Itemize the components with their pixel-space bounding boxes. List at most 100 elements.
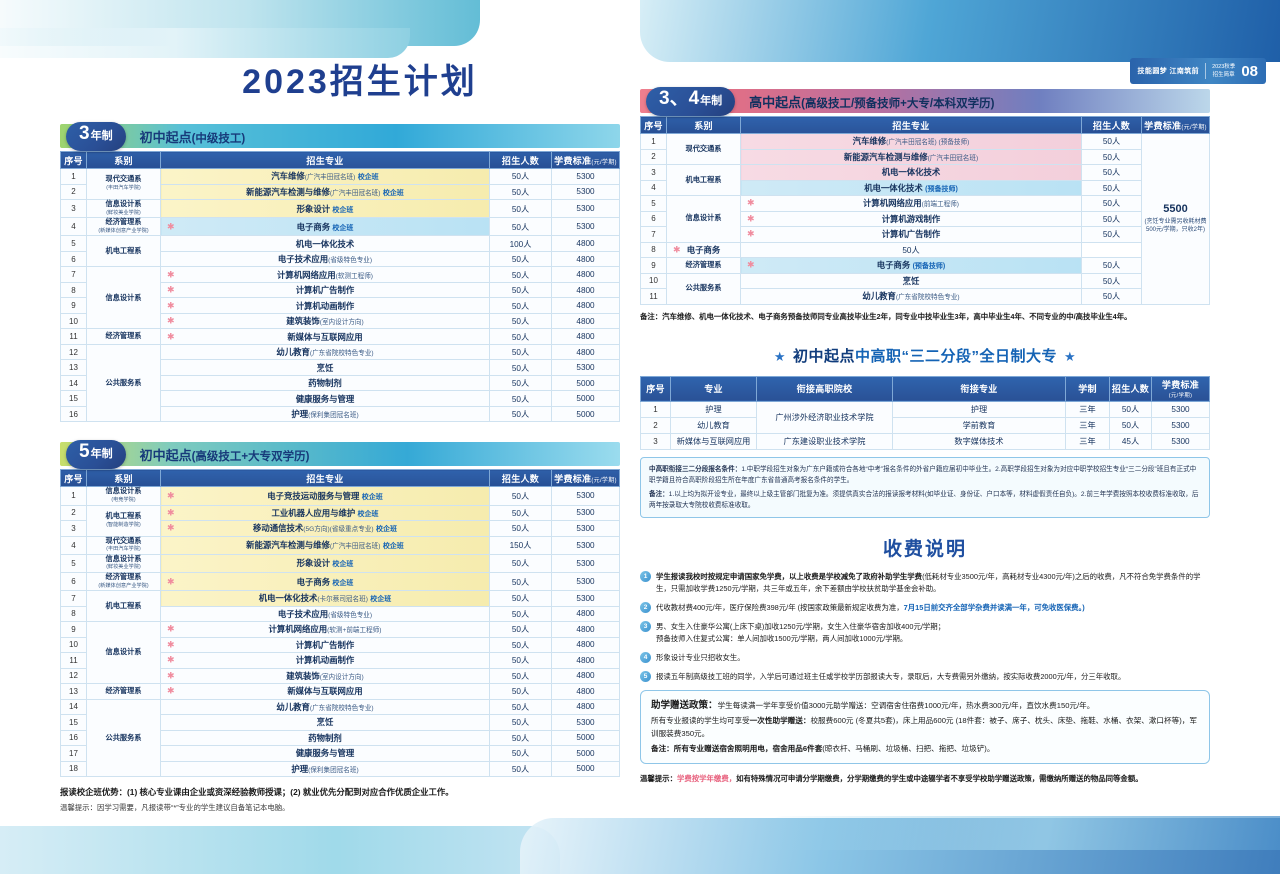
major-name: 幼儿教育 [276,701,310,712]
table-row: 18 护理(保利集团冠名班) 50人 5000 [60,760,620,778]
table-row: 6 经济管理系 (新媒体创意产业学院) ✱ 电子商务 校企班 50人 5300 [60,571,620,592]
table-row: 10 公共服务系 烹饪 50人 [640,272,1210,305]
cell-seq: 3 [60,198,87,219]
footnote-tip: 温馨提示：因学习需要，凡报读带“*”专业的学生建议自备笔记本电脑。 [60,803,290,813]
cell-major: ✱ 电子竞技运动服务与管理 校企班 [160,486,490,506]
table-row: 3 机电工程系 机电一体化技术 50人 [640,164,1210,196]
cell-enrollment: 50人 [489,183,552,200]
table-row: 1 护理 广州涉外经济职业技术学院 护理 三年 50人 5300 [640,400,1210,434]
grant-line-3: 备注：所有专业赠送宿舍照明用电，宿舍用品6件套(晾衣杆、马桶刷、垃圾桶、扫把、拖… [651,742,1199,755]
th-college: 衔接高职院校 [756,375,893,402]
table-row: 4 经济管理系 (新媒体创意产业学院) ✱ 电子商务 校企班 50人 5300 [60,217,620,237]
pill-number: 3、4 [659,87,700,109]
star-marker-icon: ✱ [747,197,755,208]
major-name: 电子技术应用 [277,608,329,619]
cell-major: 护理(保利集团冠名班) [160,405,490,423]
major-tag: 校企班 [375,526,397,534]
cell-tuition: 5300 [551,217,620,237]
section-subtitle-3year: 初中起点(中级技工) [140,127,246,146]
star-marker-icon: ✱ [167,654,175,665]
cell-department: 公共服务系 [86,343,161,423]
cell-linked-major: 护理 [892,400,1066,418]
cell-enrollment: 100人 [489,235,552,252]
major-name: 工业机器人应用与维护 [271,507,356,518]
cell-seq: 4 [60,535,87,555]
star-icon-right: ★ [1064,348,1077,364]
star-marker-icon: ✱ [167,284,175,295]
major-name: 计算机动画制作 [295,300,355,311]
fee-text: 男、女生入住豪华公寓(上床下桌)加收1250元/学期，女生入住豪华宿舍加收400… [656,621,946,631]
table-header-row: 序号 系别 招生专业 招生人数 学费标准(元/学期) [640,116,1210,134]
major-name: 新能源汽车检测与维修 [246,186,330,197]
cell-major: ✱ 计算机广告制作 [160,281,490,299]
fee-item-number-badge: 5 [640,671,651,682]
table-row: 14 药物制剂 50人 5000 [60,374,620,392]
star-icon-left: ★ [773,348,786,364]
star-marker-icon: ✱ [167,575,175,586]
cell-enrollment: 50人 [489,374,552,392]
cell-enrollment: 50人 [1109,400,1152,418]
star-marker-icon: ✱ [167,685,175,696]
major-note: (广汽丰田冠名班) [927,154,979,162]
cell-enrollment: 50人 [489,520,552,537]
cell-department: 信息设计系 (电竞学院) [86,486,161,506]
cell-department: 现代交通系 [666,133,741,165]
table-row: 7 ✱ 计算机广告制作 50人 [640,226,1210,243]
department-sublabel: (鲜妆美业学院) [106,564,141,571]
major-name: 幼儿教育 [862,291,896,302]
cell-enrollment: 45人 [1109,432,1152,450]
major-note: (软测工程师) [335,272,373,280]
cell-major: ✱ 建筑装饰(室内设计方向) [160,667,490,685]
cell-years: 三年 [1065,432,1110,450]
cell-enrollment: 50人 [489,714,552,731]
th-seq: 序号 [60,469,87,488]
badge-divider [1205,63,1207,79]
section-subtitle-5year: 初中起点(高级技工+大专双学历) [140,445,310,464]
cell-department: 现代交通系 (丰田汽车学院) [86,168,161,200]
grant-note-paren: (晾衣杆、马桶刷、垃圾桶、扫把、拖把、垃圾铲)。 [822,743,995,753]
cell-enrollment: 50人 [489,760,552,778]
cell-seq: 2 [640,416,671,434]
major-tag: 校企班 [332,561,354,569]
cell-major: ✱ 新媒体与互联网应用 [160,328,490,345]
star-marker-icon: ✱ [167,490,175,501]
table-row: 3 新媒体与互联网应用 广东建设职业技术学院 数字媒体技术 三年 45人 5300 [640,432,1210,450]
cell-major: 幼儿教育(广东省院校特色专业) [740,288,1082,305]
table-header-row: 序号 专业 衔接高职院校 衔接专业 学制 招生人数 学费标准 (元/学期) [640,375,1210,402]
cell-enrollment: 50人 [1109,416,1152,434]
cell-enrollment: 50人 [489,605,552,623]
major-name: 计算机网络应用 [277,269,336,280]
star-marker-icon: ✱ [167,639,175,650]
cell-enrollment: 50人 [489,359,552,376]
cell-seq: 1 [60,486,87,506]
fee-item: 1 学生报读我校时按规定申请国家免学费，以上收费是学校减免了政府补助学生学费(低耗… [640,571,1210,595]
major-tag: 校企班 [370,596,392,604]
th-fee-unit: (元/学期) [1181,124,1207,131]
major-name: 机电一体化技术 [881,167,941,178]
fee-text-strong: 学生报读我校时按规定申请国家免学费，以上收费是学校减免了政府补助学生学费 [656,571,923,581]
cell-seq: 3 [640,164,667,181]
department-sublabel: (鲜妆美业学院) [106,209,141,216]
fee-item-number-badge: 4 [640,652,651,663]
fee-item-text: 报读五年制高级技工班的同学，入学后可通过班主任或学校学历部报读大专，录取后，大专… [656,671,1125,683]
cell-enrollment: 50人 [489,217,552,237]
cell-tuition: 4800 [551,328,620,345]
major-note: (保利集团冠名班) [308,412,359,420]
section-banner-3year: 3 年制 初中起点(中级技工) [60,121,620,151]
star-marker-icon: ✱ [167,507,175,518]
cell-seq: 10 [640,272,667,289]
major-name: 建筑装饰 [286,670,320,681]
cell-major: 形象设计 校企班 [160,198,490,219]
cell-seq: 1 [60,168,87,185]
cell-years: 三年 [1065,416,1110,434]
major-name: 汽车维修 [852,136,887,147]
fee-section-title: 收费说明 [882,538,967,560]
cell-major: 健康服务与管理 [160,390,490,407]
fee-item-text: 学生报读我校时按规定申请国家免学费，以上收费是学校减免了政府补助学生学费(低耗材… [656,571,1210,595]
fee-text: 报读五年制高级技工班的同学，入学后可通过班主任或学校学历部报读大专，录取后，大专… [656,671,1126,681]
fee-item: 3 男、女生入住豪华公寓(上床下桌)加收1250元/学期，女生入住豪华宿舍加收40… [640,621,1210,645]
cell-seq: 8 [60,281,87,299]
cell-enrollment: 50人 [1081,288,1142,305]
table-row: 1 信息设计系 (电竞学院) ✱ 电子竞技运动服务与管理 校企班 50人 5300 [60,486,620,506]
cell-tuition: 4800 [551,683,620,700]
